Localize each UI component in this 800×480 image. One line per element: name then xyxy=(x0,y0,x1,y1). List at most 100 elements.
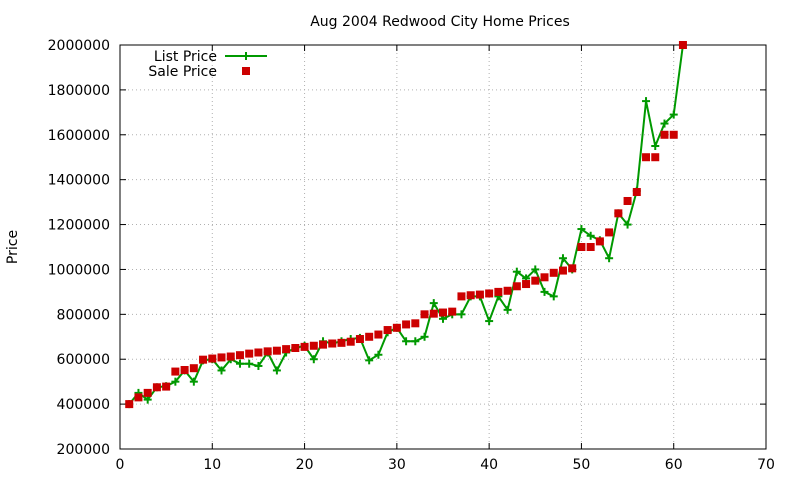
y-tick-label: 1600000 xyxy=(48,128,110,144)
sale-price-point xyxy=(355,335,364,344)
sale-price-point xyxy=(208,354,217,363)
list-price-point xyxy=(540,287,549,296)
sale-price-point xyxy=(217,353,226,362)
list-price-point xyxy=(457,310,466,319)
sale-price-point xyxy=(300,342,309,351)
sale-price-point xyxy=(411,319,420,328)
sale-price-point xyxy=(540,273,549,282)
sale-price-point xyxy=(162,382,171,391)
sale-price-point xyxy=(245,349,254,358)
sale-price-point xyxy=(291,344,300,352)
y-tick-label: 2000000 xyxy=(48,38,110,54)
y-tick-label: 600000 xyxy=(57,352,110,368)
y-tick-label: 1000000 xyxy=(48,262,110,278)
sale-price-point xyxy=(466,291,475,300)
sale-price-point xyxy=(328,339,337,348)
series-layer xyxy=(125,41,687,409)
list-price-point xyxy=(605,254,614,263)
x-tick-label: 0 xyxy=(116,457,125,473)
sale-price-point xyxy=(337,338,346,347)
sale-price-point xyxy=(346,337,355,346)
sale-price-point xyxy=(558,266,567,275)
list-price-point xyxy=(558,254,567,263)
sale-price-point xyxy=(669,130,678,139)
sale-price-point xyxy=(309,341,318,350)
sale-price-point xyxy=(642,153,651,162)
list-price-point xyxy=(254,361,263,370)
sale-price-point xyxy=(235,351,244,360)
list-price-point xyxy=(217,366,226,375)
sale-price-point xyxy=(448,307,457,316)
sale-price-point xyxy=(577,243,586,251)
sale-price-point xyxy=(392,323,401,332)
sale-price-point xyxy=(568,264,577,273)
sale-price-point xyxy=(595,237,604,246)
list-price-point xyxy=(272,366,281,375)
list-price-point xyxy=(651,142,660,150)
list-price-point xyxy=(577,225,586,234)
sale-price-point xyxy=(522,280,531,289)
sale-price-point xyxy=(365,332,374,341)
list-price-point xyxy=(623,220,632,229)
x-tick-label: 50 xyxy=(573,457,591,473)
list-price-point xyxy=(171,377,180,386)
list-price-point xyxy=(235,359,244,368)
sale-price-point xyxy=(180,365,189,374)
sale-price-point xyxy=(512,282,521,291)
x-tick-label: 30 xyxy=(388,457,406,473)
list-price-point xyxy=(309,355,318,364)
list-price-point xyxy=(189,377,198,386)
sale-price-point xyxy=(282,345,291,354)
sale-price-point xyxy=(678,41,687,49)
sale-price-point xyxy=(319,340,328,349)
sale-price-point xyxy=(475,290,484,299)
y-tick-label: 400000 xyxy=(57,397,110,413)
legend-swatch-list-price xyxy=(225,52,267,60)
y-tick-label: 800000 xyxy=(57,307,110,323)
sale-price-point xyxy=(420,310,429,319)
sale-price-point xyxy=(531,276,540,285)
sale-price-point xyxy=(189,364,198,373)
chart-title: Aug 2004 Redwood City Home Prices xyxy=(310,14,570,30)
list-price-point xyxy=(420,332,429,341)
sale-price-point xyxy=(614,209,623,218)
list-price-point xyxy=(411,337,420,346)
sale-price-point xyxy=(457,292,466,301)
list-price-point xyxy=(503,305,512,314)
sale-price-point xyxy=(374,330,383,339)
y-tick-label: 200000 xyxy=(57,442,110,458)
sale-price-point xyxy=(226,352,235,361)
plot-frame xyxy=(119,44,767,450)
sale-price-point xyxy=(605,228,614,237)
sale-price-point xyxy=(660,130,669,139)
x-tick-label: 70 xyxy=(757,457,775,473)
legend: List Price Sale Price xyxy=(148,49,267,80)
sale-price-point xyxy=(272,346,281,355)
sale-price-point xyxy=(494,287,503,296)
list-price-point xyxy=(642,97,651,106)
x-tick-label: 10 xyxy=(203,457,221,473)
sale-price-point xyxy=(632,188,641,197)
legend-swatch-sale-price xyxy=(242,67,250,75)
y-tick-label: 1200000 xyxy=(48,218,110,234)
sale-price-point xyxy=(263,347,272,356)
sale-price-point xyxy=(549,268,558,277)
x-tick-label: 20 xyxy=(296,457,314,473)
y-tick-label: 1400000 xyxy=(48,173,110,189)
sale-price-point xyxy=(199,355,208,364)
sale-price-point xyxy=(143,388,152,397)
list-price-point xyxy=(429,299,438,308)
legend-marker-list-price xyxy=(242,52,250,60)
list-price-point xyxy=(365,356,374,365)
list-price-point xyxy=(669,110,678,119)
sale-price-point xyxy=(402,320,411,329)
list-price-point xyxy=(586,231,595,240)
list-price-point xyxy=(485,317,494,326)
sale-price-point xyxy=(439,308,447,317)
legend-label-sale-price: Sale Price xyxy=(148,64,217,80)
x-tick-label: 60 xyxy=(665,457,683,473)
grid-lines xyxy=(120,45,766,449)
list-price-point xyxy=(512,267,521,276)
axis-ticks: 0 10 20 30 40 50 60 70 200000 400000 600000 800000 1… xyxy=(48,38,775,473)
